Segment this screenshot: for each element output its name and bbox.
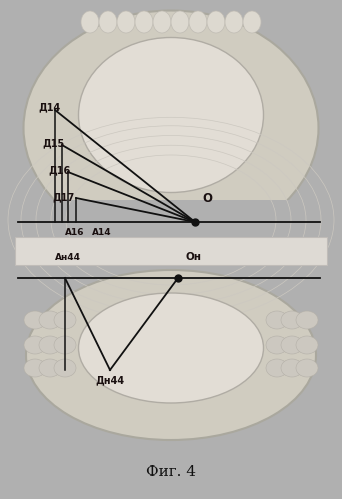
Ellipse shape — [281, 359, 303, 377]
Text: О: О — [202, 192, 212, 205]
Ellipse shape — [24, 359, 46, 377]
Ellipse shape — [207, 11, 225, 33]
Ellipse shape — [281, 336, 303, 354]
Ellipse shape — [81, 11, 99, 33]
Ellipse shape — [39, 359, 61, 377]
Text: Д15: Д15 — [42, 138, 64, 148]
Ellipse shape — [296, 311, 318, 329]
Text: А14: А14 — [92, 228, 111, 237]
Ellipse shape — [24, 311, 46, 329]
Ellipse shape — [117, 11, 135, 33]
Ellipse shape — [79, 293, 263, 403]
Text: А16: А16 — [65, 228, 84, 237]
Ellipse shape — [39, 311, 61, 329]
Ellipse shape — [225, 11, 243, 33]
Ellipse shape — [99, 11, 117, 33]
Text: Фиг. 4: Фиг. 4 — [146, 465, 196, 479]
Ellipse shape — [266, 359, 288, 377]
Ellipse shape — [243, 11, 261, 33]
Ellipse shape — [296, 336, 318, 354]
Ellipse shape — [281, 311, 303, 329]
Ellipse shape — [39, 336, 61, 354]
Ellipse shape — [266, 336, 288, 354]
Ellipse shape — [54, 359, 76, 377]
Ellipse shape — [54, 311, 76, 329]
Text: Он: Он — [185, 252, 201, 262]
Ellipse shape — [153, 11, 171, 33]
Ellipse shape — [79, 37, 263, 193]
Ellipse shape — [54, 336, 76, 354]
Ellipse shape — [189, 11, 207, 33]
Text: Ан44: Ан44 — [55, 253, 81, 262]
Ellipse shape — [296, 359, 318, 377]
Text: Д17: Д17 — [52, 192, 74, 202]
Ellipse shape — [26, 270, 316, 440]
Ellipse shape — [24, 336, 46, 354]
Ellipse shape — [24, 10, 318, 246]
Text: Д16: Д16 — [48, 165, 70, 175]
Ellipse shape — [266, 311, 288, 329]
Text: Дн44: Дн44 — [95, 375, 124, 385]
Ellipse shape — [171, 11, 189, 33]
FancyBboxPatch shape — [20, 200, 322, 260]
Text: Д14: Д14 — [38, 102, 60, 112]
FancyBboxPatch shape — [15, 237, 327, 265]
Ellipse shape — [135, 11, 153, 33]
